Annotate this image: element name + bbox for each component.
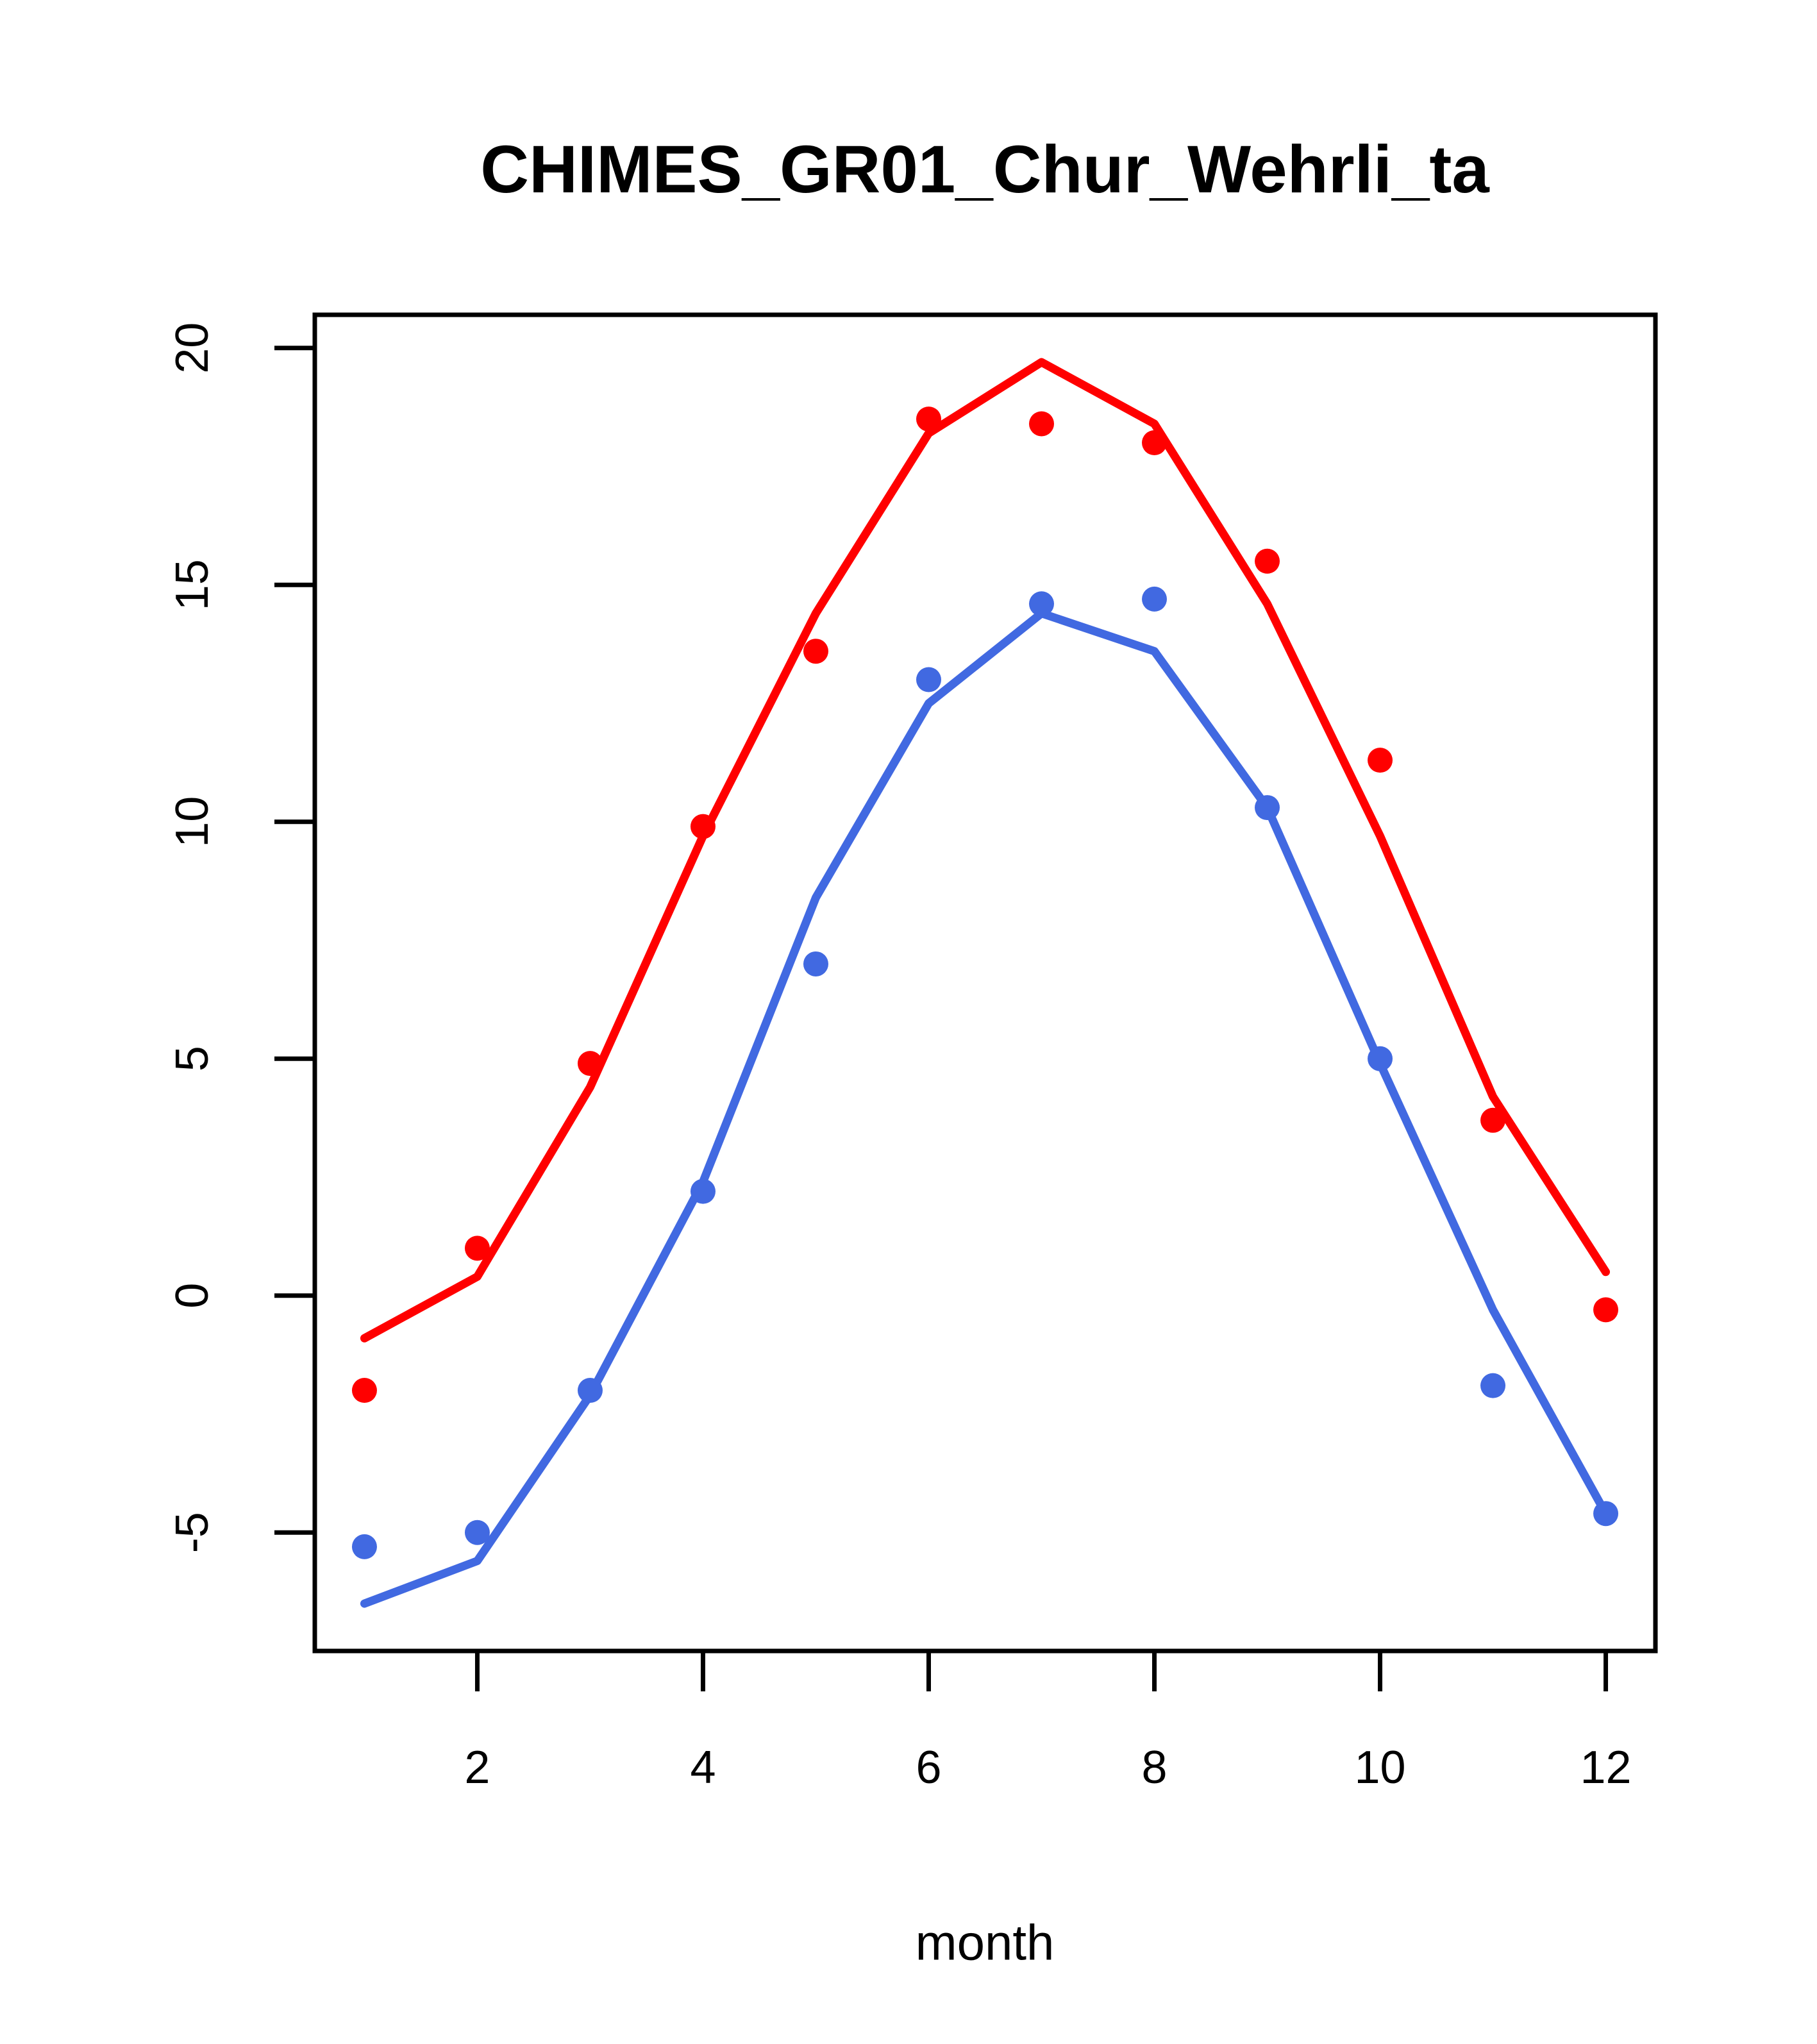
blue-point	[1029, 591, 1055, 617]
x-tick-label: 8	[1141, 1742, 1167, 1793]
blue-point	[1480, 1373, 1506, 1398]
plot-frame	[312, 312, 1658, 1654]
blue-line	[360, 609, 1611, 1608]
chart-title: CHIMES_GR01_Chur_Wehrli_ta	[480, 132, 1489, 207]
y-tick-label: 15	[167, 559, 218, 610]
red-point	[1142, 430, 1168, 456]
red-point	[577, 1051, 603, 1076]
blue-point	[1255, 795, 1280, 821]
blue-point	[577, 1378, 603, 1403]
x-tick-label: 2	[464, 1742, 490, 1793]
y-tick-label: 10	[167, 796, 218, 848]
x-tick-label: 4	[690, 1742, 716, 1793]
red-point	[1368, 748, 1393, 773]
blue-point	[464, 1520, 490, 1545]
y-tick-label: 5	[167, 1046, 218, 1071]
red-point	[916, 406, 941, 432]
red-point	[1255, 548, 1280, 574]
x-axis-title: month	[915, 1914, 1055, 1971]
x-tick-label: 10	[1354, 1742, 1405, 1793]
red-point	[1480, 1107, 1506, 1133]
blue-point	[351, 1534, 377, 1559]
red-point	[1593, 1297, 1619, 1323]
blue-point	[916, 667, 941, 692]
y-tick-label: 0	[167, 1283, 218, 1309]
red-point	[803, 639, 828, 664]
blue-point	[1593, 1501, 1619, 1527]
blue-point	[1142, 586, 1168, 612]
x-tick-label: 6	[916, 1742, 941, 1793]
y-tick-label: 20	[167, 323, 218, 374]
blue-point	[690, 1178, 716, 1204]
blue-point	[803, 951, 828, 976]
red-line	[360, 358, 1611, 1343]
red-point	[464, 1236, 490, 1261]
red-point	[1029, 411, 1055, 437]
y-tick-label: -5	[167, 1512, 218, 1553]
red-point	[690, 814, 716, 839]
x-tick-label: 12	[1580, 1742, 1632, 1793]
blue-point	[1368, 1046, 1393, 1071]
red-point	[351, 1378, 377, 1403]
